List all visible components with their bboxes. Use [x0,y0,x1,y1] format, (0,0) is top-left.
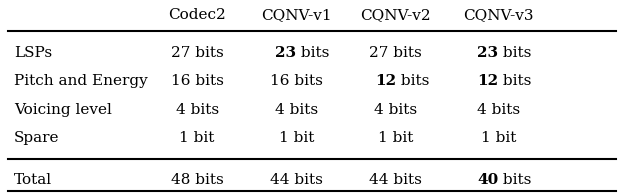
Text: 1 bit: 1 bit [179,131,215,145]
Text: bits: bits [396,74,429,88]
Text: 12: 12 [375,74,396,88]
Text: Voicing level: Voicing level [14,103,112,117]
Text: 12: 12 [477,74,499,88]
Text: 16 bits: 16 bits [270,74,323,88]
Text: 4 bits: 4 bits [374,103,417,117]
Text: 40: 40 [477,173,499,187]
Text: CQNV-v3: CQNV-v3 [463,8,534,22]
Text: Total: Total [14,173,52,187]
Text: 44 bits: 44 bits [369,173,422,187]
Text: Pitch and Energy: Pitch and Energy [14,74,147,88]
Text: bits: bits [499,74,532,88]
Text: CQNV-v2: CQNV-v2 [361,8,431,22]
Text: 27 bits: 27 bits [369,46,422,60]
Text: 16 bits: 16 bits [170,74,223,88]
Text: 23: 23 [275,46,296,60]
Text: CQNV-v1: CQNV-v1 [261,8,332,22]
Text: Codec2: Codec2 [168,8,226,22]
Text: bits: bits [296,46,330,60]
Text: 44 bits: 44 bits [270,173,323,187]
Text: 23: 23 [477,46,499,60]
Text: 4 bits: 4 bits [175,103,218,117]
Text: bits: bits [499,173,532,187]
Text: Spare: Spare [14,131,59,145]
Text: 1 bit: 1 bit [378,131,414,145]
Text: bits: bits [499,46,532,60]
Text: 27 bits: 27 bits [171,46,223,60]
Text: 48 bits: 48 bits [171,173,223,187]
Text: 1 bit: 1 bit [279,131,314,145]
Text: 4 bits: 4 bits [477,103,520,117]
Text: 1 bit: 1 bit [480,131,516,145]
Text: LSPs: LSPs [14,46,52,60]
Text: 4 bits: 4 bits [275,103,318,117]
